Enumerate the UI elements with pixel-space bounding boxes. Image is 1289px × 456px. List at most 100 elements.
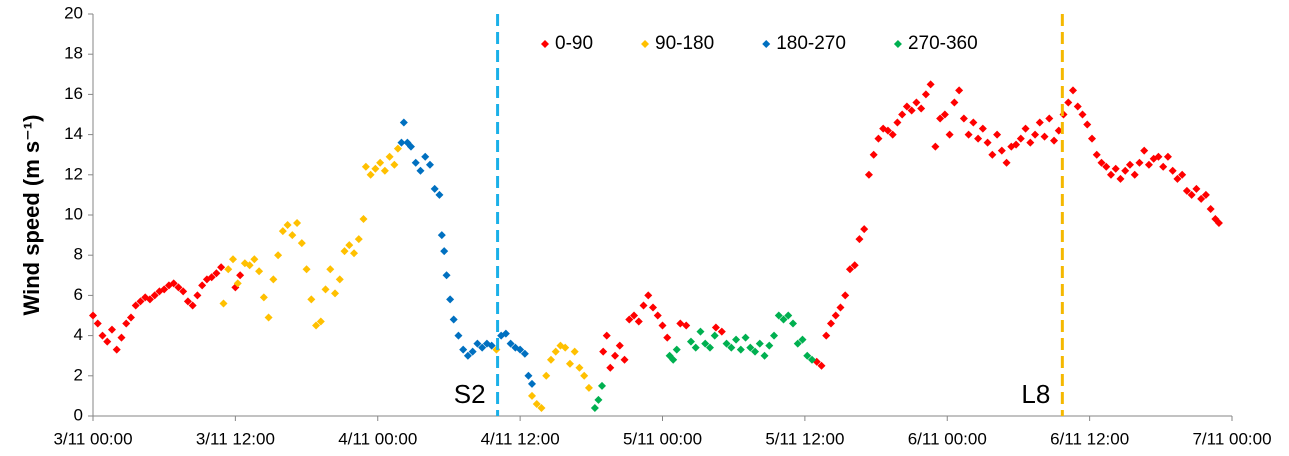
data-point	[198, 281, 207, 290]
data-point	[1097, 158, 1106, 167]
data-point	[527, 391, 536, 400]
data-point	[630, 311, 639, 320]
data-point	[1106, 170, 1115, 179]
data-point	[174, 283, 183, 292]
data-point	[321, 285, 330, 294]
data-point	[520, 349, 529, 358]
data-point	[335, 275, 344, 284]
data-point	[888, 130, 897, 139]
data-point	[696, 327, 705, 336]
data-point	[126, 313, 135, 322]
data-point	[978, 124, 987, 133]
x-tick-label: 6/11 12:00	[1050, 429, 1129, 448]
data-point	[446, 295, 455, 304]
data-point	[893, 118, 902, 127]
data-point	[864, 170, 873, 179]
data-point	[625, 315, 634, 324]
data-point	[1192, 184, 1201, 193]
data-point	[649, 303, 658, 312]
data-point	[255, 267, 264, 276]
data-point	[1173, 174, 1182, 183]
x-tick-label: 4/11 00:00	[338, 429, 417, 448]
data-point	[385, 152, 394, 161]
data-point	[717, 327, 726, 336]
data-point	[1116, 174, 1125, 183]
x-tick-label: 3/11 00:00	[53, 429, 132, 448]
data-point	[250, 255, 259, 264]
data-point	[224, 265, 233, 274]
data-point	[711, 323, 720, 332]
data-point	[701, 339, 710, 348]
data-point	[188, 301, 197, 310]
data-point	[551, 347, 560, 356]
data-point	[107, 325, 116, 334]
data-point	[1159, 162, 1168, 171]
data-point	[869, 150, 878, 159]
y-tick-label: 10	[64, 204, 83, 223]
data-point	[169, 279, 178, 288]
data-point	[611, 351, 620, 360]
data-point	[459, 345, 468, 354]
legend-marker	[641, 40, 650, 48]
data-point	[302, 265, 311, 274]
data-point	[1021, 124, 1030, 133]
data-point	[463, 351, 472, 360]
data-point	[1125, 160, 1134, 169]
data-point	[437, 231, 446, 240]
y-tick-label: 18	[64, 44, 83, 63]
data-point	[634, 317, 643, 326]
data-point	[537, 403, 546, 412]
data-point	[710, 331, 719, 340]
data-point	[219, 299, 228, 308]
data-point	[850, 261, 859, 270]
data-point	[269, 275, 278, 284]
data-point	[836, 303, 845, 312]
data-point	[207, 273, 216, 282]
data-point	[1092, 150, 1101, 159]
data-point	[217, 263, 226, 272]
legend-marker	[762, 40, 771, 48]
data-point	[945, 130, 954, 139]
event-label: S2	[454, 379, 486, 409]
y-tick-label: 14	[64, 124, 83, 143]
data-point	[112, 345, 121, 354]
data-point	[1031, 130, 1040, 139]
legend-label: 180-270	[776, 33, 846, 54]
data-point	[1045, 114, 1054, 123]
y-tick-label: 0	[74, 405, 83, 424]
data-point	[421, 152, 430, 161]
data-point	[691, 343, 700, 352]
data-point	[983, 138, 992, 147]
data-point	[921, 90, 930, 99]
data-point	[454, 331, 463, 340]
data-point	[542, 371, 551, 380]
data-point	[565, 359, 574, 368]
data-point	[212, 269, 221, 278]
y-tick-label: 12	[64, 164, 83, 183]
legend-label: 270-360	[908, 33, 978, 54]
data-point	[406, 142, 415, 151]
data-point	[950, 98, 959, 107]
data-point	[874, 134, 883, 143]
data-point	[397, 138, 406, 147]
data-point	[89, 311, 97, 320]
data-point	[653, 311, 662, 320]
data-point	[245, 261, 254, 270]
data-point	[1050, 136, 1059, 145]
data-point	[705, 343, 714, 352]
data-point	[1201, 190, 1210, 199]
data-point	[841, 291, 850, 300]
data-point	[350, 249, 359, 258]
data-point	[312, 321, 321, 330]
data-point	[473, 339, 482, 348]
data-point	[1064, 98, 1073, 107]
data-point	[145, 295, 154, 304]
data-point	[917, 104, 926, 113]
data-point	[122, 319, 131, 328]
data-point	[366, 170, 375, 179]
data-point	[136, 297, 145, 306]
x-tick-label: 7/11 00:00	[1192, 429, 1271, 448]
data-point	[416, 166, 425, 175]
data-point	[1069, 86, 1078, 95]
